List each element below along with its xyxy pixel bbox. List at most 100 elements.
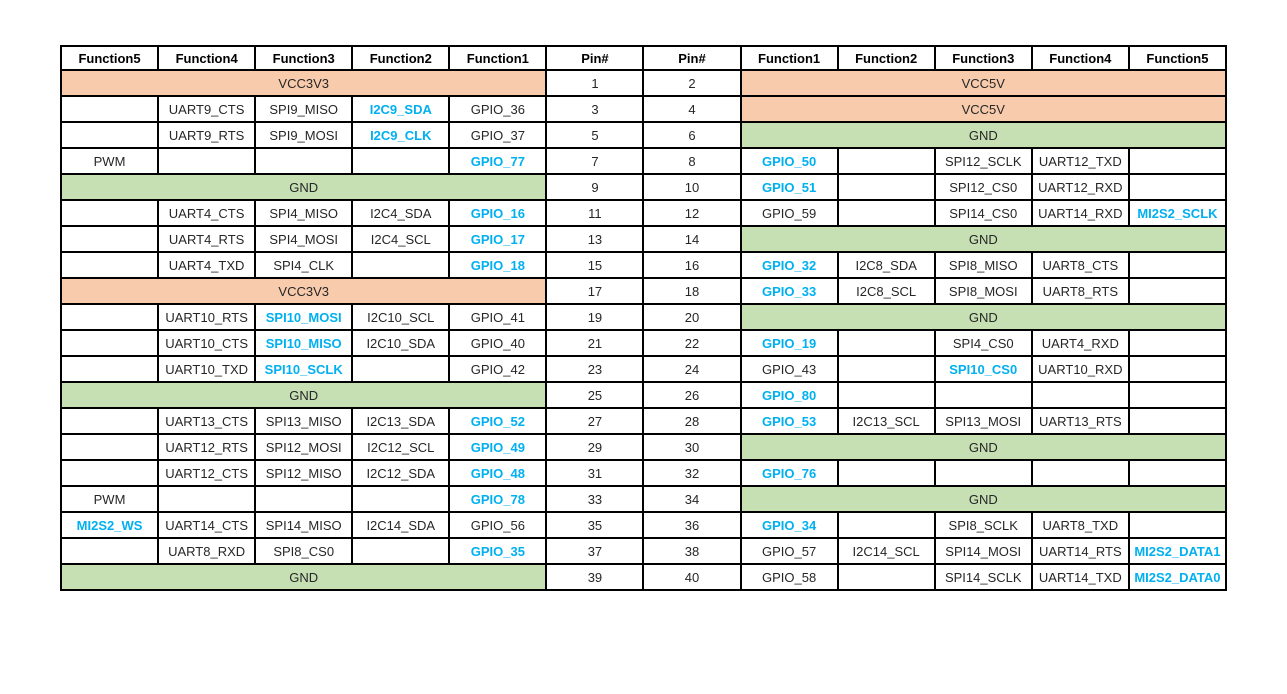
function-cell-spi14_sclk: SPI14_SCLK xyxy=(933,563,1033,591)
function-cell-uart12_cts: UART12_CTS xyxy=(157,459,257,487)
function-cell-uart8_txd: UART8_TXD xyxy=(1030,511,1130,539)
pin-cell-18: 18 xyxy=(642,277,742,305)
function-cell-empty xyxy=(1030,459,1130,487)
function-cell-i2c12_sda: I2C12_SDA xyxy=(351,459,451,487)
function-cell-i2c14_scl: I2C14_SCL xyxy=(836,537,936,565)
pin-cell-21: 21 xyxy=(545,329,645,357)
function-cell-gpio_42: GPIO_42 xyxy=(448,355,548,383)
ground-rail-cell: GND xyxy=(739,485,1228,513)
pin-cell-33: 33 xyxy=(545,485,645,513)
pin-cell-29: 29 xyxy=(545,433,645,461)
pin-cell-37: 37 xyxy=(545,537,645,565)
function-cell-i2c14_sda: I2C14_SDA xyxy=(351,511,451,539)
ground-rail-cell: GND xyxy=(59,381,548,409)
header-cell-8-function2: Function2 xyxy=(836,45,936,71)
pin-cell-38: 38 xyxy=(642,537,742,565)
function-cell-uart8_rts: UART8_RTS xyxy=(1030,277,1130,305)
function-cell-spi13_mosi: SPI13_MOSI xyxy=(933,407,1033,435)
function-cell-empty xyxy=(254,147,354,175)
ground-rail-cell: GND xyxy=(739,433,1228,461)
pin-cell-20: 20 xyxy=(642,303,742,331)
function-cell-gpio_32: GPIO_32 xyxy=(739,251,839,279)
pin-cell-28: 28 xyxy=(642,407,742,435)
table-body: VCC3V3 1 2 VCC5V UART9_CTS SPI9_MISO I2C9_SDA G… xyxy=(59,69,1228,591)
pin-cell-11: 11 xyxy=(545,199,645,227)
function-cell-i2c9_sda: I2C9_SDA xyxy=(351,95,451,123)
table-row-pins-19-20: UART10_RTS SPI10_MOSI I2C10_SCL GPIO_41 19 20… xyxy=(59,303,1228,331)
function-cell-gpio_34: GPIO_34 xyxy=(739,511,839,539)
function-cell-gpio_37: GPIO_37 xyxy=(448,121,548,149)
function-cell-i2c4_sda: I2C4_SDA xyxy=(351,199,451,227)
pin-cell-35: 35 xyxy=(545,511,645,539)
header-cell-7-function1: Function1 xyxy=(739,45,839,71)
function-cell-empty xyxy=(1127,511,1228,539)
function-cell-spi4_clk: SPI4_CLK xyxy=(254,251,354,279)
header-cell-11-function5: Function5 xyxy=(1127,45,1228,71)
function-cell-empty xyxy=(1127,355,1228,383)
function-cell-spi12_miso: SPI12_MISO xyxy=(254,459,354,487)
pin-cell-23: 23 xyxy=(545,355,645,383)
function-cell-uart4_rxd: UART4_RXD xyxy=(1030,329,1130,357)
pin-cell-36: 36 xyxy=(642,511,742,539)
function-cell-spi14_miso: SPI14_MISO xyxy=(254,511,354,539)
function-cell-empty xyxy=(157,485,257,513)
function-cell-i2c12_scl: I2C12_SCL xyxy=(351,433,451,461)
function-cell-i2c10_scl: I2C10_SCL xyxy=(351,303,451,331)
pin-cell-1: 1 xyxy=(545,69,645,97)
header-cell-6-pin-: Pin# xyxy=(642,45,742,71)
pin-cell-40: 40 xyxy=(642,563,742,591)
function-cell-empty xyxy=(836,173,936,201)
function-cell-empty xyxy=(59,303,160,331)
function-cell-gpio_18: GPIO_18 xyxy=(448,251,548,279)
pinout-table: Function5 Function4 Function3 Function2 Func… xyxy=(59,45,1228,591)
function-cell-gpio_36: GPIO_36 xyxy=(448,95,548,123)
pin-cell-12: 12 xyxy=(642,199,742,227)
pin-cell-9: 9 xyxy=(545,173,645,201)
function-cell-uart10_cts: UART10_CTS xyxy=(157,329,257,357)
power-rail-cell: VCC3V3 xyxy=(59,69,548,97)
function-cell-spi8_miso: SPI8_MISO xyxy=(933,251,1033,279)
function-cell-spi9_miso: SPI9_MISO xyxy=(254,95,354,123)
function-cell-gpio_41: GPIO_41 xyxy=(448,303,548,331)
function-cell-i2c8_scl: I2C8_SCL xyxy=(836,277,936,305)
function-cell-spi8_mosi: SPI8_MOSI xyxy=(933,277,1033,305)
function-cell-empty xyxy=(351,147,451,175)
function-cell-uart13_rts: UART13_RTS xyxy=(1030,407,1130,435)
table-row-pins-29-30: UART12_RTS SPI12_MOSI I2C12_SCL GPIO_49 29 30… xyxy=(59,433,1228,461)
ground-rail-cell: GND xyxy=(739,121,1228,149)
power-rail-cell: VCC3V3 xyxy=(59,277,548,305)
function-cell-gpio_49: GPIO_49 xyxy=(448,433,548,461)
header-cell-10-function4: Function4 xyxy=(1030,45,1130,71)
function-cell-empty xyxy=(59,199,160,227)
function-cell-gpio_19: GPIO_19 xyxy=(739,329,839,357)
function-cell-spi12_cs0: SPI12_CS0 xyxy=(933,173,1033,201)
function-cell-uart4_rts: UART4_RTS xyxy=(157,225,257,253)
function-cell-empty xyxy=(836,381,936,409)
function-cell-spi4_cs0: SPI4_CS0 xyxy=(933,329,1033,357)
function-cell-empty xyxy=(1030,381,1130,409)
function-cell-gpio_16: GPIO_16 xyxy=(448,199,548,227)
header-cell-2-function3: Function3 xyxy=(254,45,354,71)
function-cell-uart12_txd: UART12_TXD xyxy=(1030,147,1130,175)
function-cell-gpio_80: GPIO_80 xyxy=(739,381,839,409)
function-cell-gpio_52: GPIO_52 xyxy=(448,407,548,435)
function-cell-spi10_miso: SPI10_MISO xyxy=(254,329,354,357)
function-cell-empty xyxy=(836,199,936,227)
ground-rail-cell: GND xyxy=(739,225,1228,253)
table-row-pins-27-28: UART13_CTS SPI13_MISO I2C13_SDA GPIO_52 27 28… xyxy=(59,407,1228,435)
function-cell-mi2s2_ws: MI2S2_WS xyxy=(59,511,160,539)
pin-cell-4: 4 xyxy=(642,95,742,123)
function-cell-empty xyxy=(836,329,936,357)
function-cell-uart13_cts: UART13_CTS xyxy=(157,407,257,435)
pin-cell-8: 8 xyxy=(642,147,742,175)
function-cell-uart12_rts: UART12_RTS xyxy=(157,433,257,461)
table-row-pins-23-24: UART10_TXD SPI10_SCLK GPIO_42 23 24 GPIO_43 SP… xyxy=(59,355,1228,383)
function-cell-empty xyxy=(836,355,936,383)
pin-cell-24: 24 xyxy=(642,355,742,383)
pin-cell-16: 16 xyxy=(642,251,742,279)
function-cell-empty xyxy=(1127,407,1228,435)
function-cell-empty xyxy=(157,147,257,175)
function-cell-empty xyxy=(1127,147,1228,175)
ground-rail-cell: GND xyxy=(59,173,548,201)
function-cell-gpio_57: GPIO_57 xyxy=(739,537,839,565)
